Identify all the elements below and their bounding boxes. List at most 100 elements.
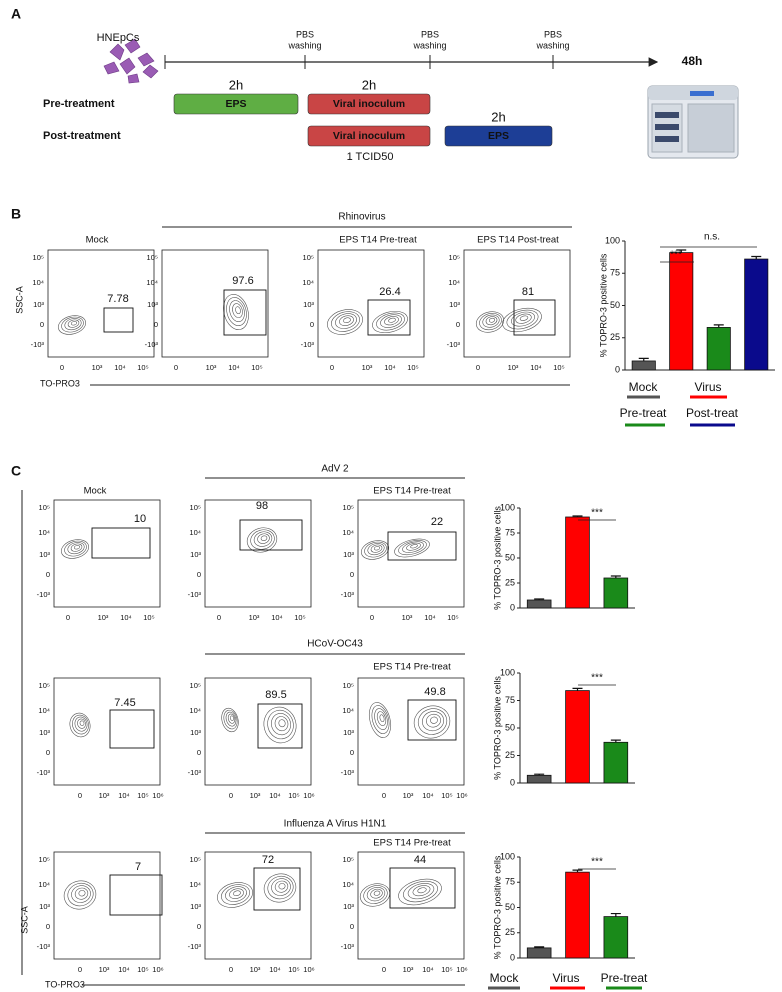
bar bbox=[526, 774, 552, 784]
y-tick-label: 0 bbox=[510, 952, 515, 962]
contour bbox=[475, 311, 505, 333]
y-tick-label: 100 bbox=[500, 667, 515, 677]
y-tick-label: 25 bbox=[505, 577, 515, 587]
contour bbox=[217, 882, 253, 908]
bar bbox=[565, 690, 590, 784]
contour bbox=[67, 882, 94, 907]
contour bbox=[267, 709, 294, 740]
x-tick-label: 10⁶ bbox=[456, 965, 467, 974]
y-tick-label: 10⁴ bbox=[38, 706, 50, 715]
x-tick-label: 10⁴ bbox=[114, 363, 126, 372]
y-tick-label: 50 bbox=[505, 902, 515, 912]
step-text: Viral inoculum bbox=[333, 98, 405, 110]
bar bbox=[603, 741, 629, 784]
contour bbox=[227, 713, 236, 724]
error-bar bbox=[638, 357, 649, 361]
y-tick-label: 10⁵ bbox=[39, 681, 50, 690]
bar bbox=[669, 252, 694, 371]
contour bbox=[71, 885, 91, 903]
y-tick-label: 10⁴ bbox=[189, 880, 201, 889]
legend-label: Mock bbox=[490, 971, 520, 985]
plot-frame bbox=[204, 851, 312, 960]
contour bbox=[271, 878, 291, 896]
contour bbox=[410, 544, 418, 549]
y-tick-label: -10³ bbox=[37, 768, 51, 777]
step-box bbox=[173, 93, 299, 115]
error-bar bbox=[534, 946, 545, 948]
duration: 2h bbox=[229, 77, 243, 92]
y-tick-label: 0 bbox=[197, 922, 201, 931]
x-tick-label: 10⁶ bbox=[303, 791, 314, 800]
plot-title: Mock bbox=[84, 486, 107, 497]
x-tick-label: 10³ bbox=[508, 363, 519, 372]
y-tick-label: 10⁴ bbox=[342, 706, 354, 715]
gate bbox=[387, 531, 457, 561]
y-tick-label: 10⁵ bbox=[449, 253, 460, 262]
plot-frame bbox=[317, 249, 425, 358]
y-tick-label: 10³ bbox=[39, 902, 50, 911]
contour bbox=[225, 886, 247, 902]
virus-label: Rhinovirus bbox=[338, 212, 385, 223]
contour bbox=[72, 714, 89, 735]
row-label: Pre-treatment bbox=[43, 98, 115, 110]
contour bbox=[372, 310, 408, 334]
y-tick-label: 10⁴ bbox=[38, 880, 50, 889]
error-bar bbox=[713, 324, 724, 328]
x-tick-label: 10⁴ bbox=[424, 613, 436, 622]
plot-title: EPS T14 Pre-treat bbox=[339, 235, 417, 246]
x-tick-label: 0 bbox=[78, 965, 82, 974]
y-tick-label: 10⁵ bbox=[303, 253, 314, 262]
gate-value: 98 bbox=[256, 500, 268, 512]
significance: *** bbox=[591, 857, 603, 868]
y-tick-label: 0 bbox=[46, 922, 50, 931]
contour bbox=[229, 888, 244, 899]
contour bbox=[426, 713, 441, 728]
step-box bbox=[444, 125, 553, 147]
x-tick-label: 10⁴ bbox=[269, 791, 281, 800]
x-tick-label: 10⁶ bbox=[152, 965, 163, 974]
plot-frame bbox=[53, 851, 161, 960]
gate bbox=[389, 867, 456, 909]
contour bbox=[274, 716, 289, 732]
y-tick-label: 75 bbox=[505, 877, 515, 887]
x-tick-label: 0 bbox=[217, 613, 221, 622]
x-tick-label: 0 bbox=[66, 613, 70, 622]
gate bbox=[223, 289, 267, 336]
significance: n.s. bbox=[704, 232, 720, 243]
x-tick-label: 10⁴ bbox=[120, 613, 132, 622]
y-tick-label: 0 bbox=[350, 570, 354, 579]
contour bbox=[235, 306, 241, 315]
y-tick-label: 10⁴ bbox=[146, 278, 158, 287]
x-tick-label: 0 bbox=[370, 613, 374, 622]
x-tick-label: 0 bbox=[330, 363, 334, 372]
x-tick-label: 10⁴ bbox=[271, 613, 283, 622]
x-tick-label: 10³ bbox=[92, 363, 103, 372]
y-axis-label: % TOPRO-3 positive cells bbox=[492, 676, 502, 780]
wash-label: washing bbox=[412, 40, 446, 50]
plot-title: EPS T14 Pre-treat bbox=[373, 486, 451, 497]
contour bbox=[263, 873, 297, 903]
y-tick-label: 10⁴ bbox=[448, 278, 460, 287]
contour bbox=[506, 309, 539, 330]
x-tick-label: 10⁵ bbox=[553, 363, 564, 372]
contour bbox=[64, 318, 82, 331]
contour bbox=[430, 716, 438, 724]
x-tick-label: 10³ bbox=[250, 965, 261, 974]
legend-label: Virus bbox=[694, 380, 721, 394]
x-tick-label: 10⁵ bbox=[288, 791, 299, 800]
y-tick-label: 0 bbox=[197, 570, 201, 579]
contour bbox=[366, 887, 386, 902]
cells-label: HNEpCs bbox=[97, 32, 140, 44]
plot-frame bbox=[357, 851, 465, 960]
x-tick-label: 10⁴ bbox=[384, 363, 396, 372]
contour bbox=[417, 887, 427, 894]
contour bbox=[257, 533, 270, 544]
x-tick-label: 10³ bbox=[98, 613, 109, 622]
x-tick-label: 10⁴ bbox=[228, 363, 240, 372]
contour bbox=[221, 884, 250, 905]
x-tick-label: 10⁵ bbox=[441, 791, 452, 800]
error-bar bbox=[534, 773, 545, 776]
x-tick-label: 0 bbox=[382, 791, 386, 800]
gate-value: 97.6 bbox=[232, 275, 253, 287]
contour bbox=[61, 316, 84, 333]
